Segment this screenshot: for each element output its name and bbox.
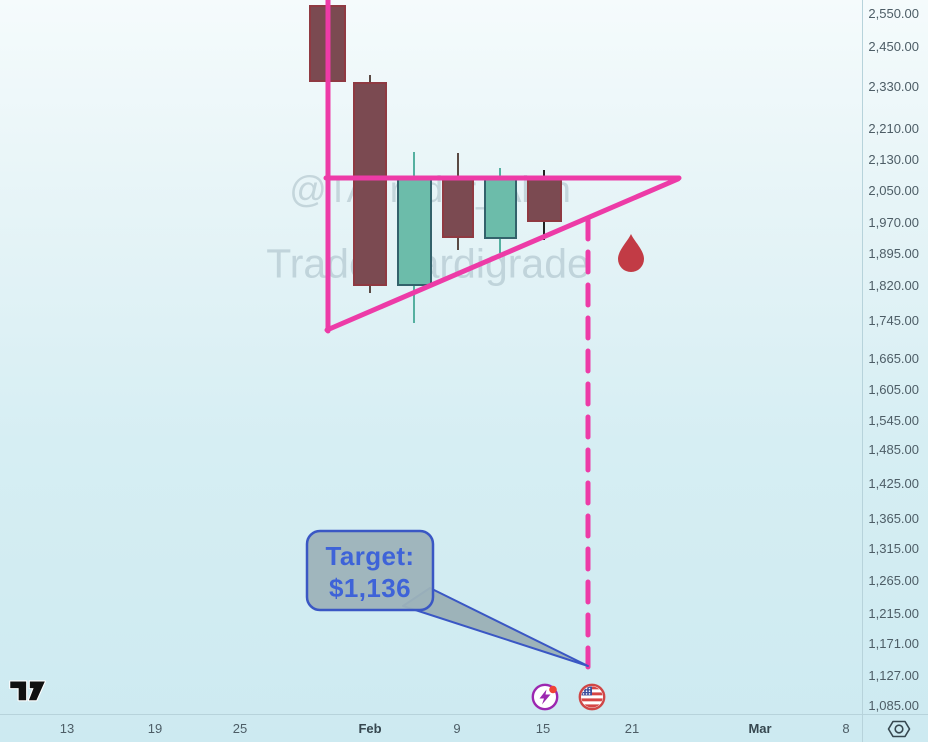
candle-down (527, 177, 562, 222)
target-callout-line2: $1,136 (329, 573, 411, 603)
price-tick-label: 1,085.00 (868, 698, 919, 713)
price-tick-label: 1,745.00 (868, 313, 919, 328)
candle-up (484, 178, 517, 239)
time-tick-label: 8 (842, 721, 850, 736)
time-tick-label: 9 (453, 721, 461, 736)
time-axis[interactable]: 13 19 25 Feb 9 15 21 Mar 8 (0, 714, 928, 742)
candle-down (442, 178, 474, 238)
price-tick-label: 2,210.00 (868, 121, 919, 136)
price-tick-label: 2,330.00 (868, 79, 919, 94)
price-tick-label: 1,127.00 (868, 668, 919, 683)
price-tick-label: 1,365.00 (868, 511, 919, 526)
gear-icon[interactable] (886, 718, 912, 742)
tradingview-logo-icon[interactable] (7, 675, 49, 708)
price-tick-label: 1,605.00 (868, 382, 919, 397)
candle-up (397, 177, 432, 286)
candle-down (353, 82, 387, 286)
price-tick-label: 1,895.00 (868, 246, 919, 261)
price-tick-label: 2,050.00 (868, 183, 919, 198)
time-tick-label: Mar (748, 721, 772, 736)
flag-icon[interactable] (577, 682, 607, 717)
price-tick-label: 1,665.00 (868, 351, 919, 366)
price-tick-label: 2,450.00 (868, 39, 919, 54)
lightning-icon[interactable] (530, 682, 560, 717)
price-tick-label: 1,171.00 (868, 636, 919, 651)
price-tick-label: 1,425.00 (868, 476, 919, 491)
time-tick-label: 25 (232, 721, 248, 736)
price-tick-label: 1,970.00 (868, 215, 919, 230)
price-tick-label: 2,130.00 (868, 152, 919, 167)
price-tick-label: 1,485.00 (868, 442, 919, 457)
price-tick-label: 2,550.00 (868, 6, 919, 21)
target-callout-line1: Target: (325, 541, 415, 571)
price-tick-label: 1,215.00 (868, 606, 919, 621)
candle-down (309, 5, 346, 82)
price-tick-label: 1,820.00 (868, 278, 919, 293)
time-tick-label: 21 (624, 721, 640, 736)
price-tick-label: 1,265.00 (868, 573, 919, 588)
target-callout-text[interactable]: Target: $1,136 (307, 540, 433, 604)
time-tick-label: 15 (535, 721, 551, 736)
time-tick-label: 19 (147, 721, 163, 736)
time-tick-label: Feb (358, 721, 382, 736)
price-axis[interactable]: 2,550.00 2,450.00 2,330.00 2,210.00 2,130.00… (862, 0, 928, 742)
candles-layer (309, 5, 562, 323)
time-tick-label: 13 (59, 721, 75, 736)
price-tick-label: 1,545.00 (868, 413, 919, 428)
price-tick-label: 1,315.00 (868, 541, 919, 556)
